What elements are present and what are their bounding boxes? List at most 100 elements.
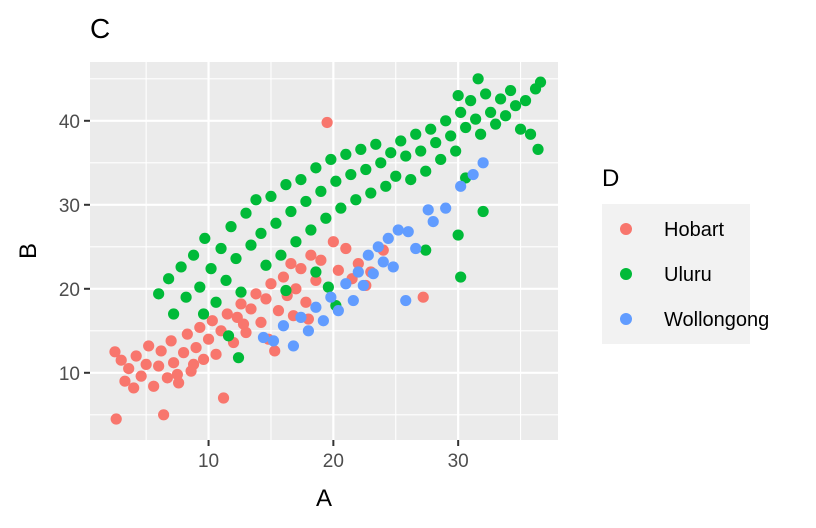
hobart-point: [240, 326, 252, 339]
uluru-point: [322, 281, 334, 293]
hobart-point: [115, 354, 127, 366]
uluru-point: [509, 100, 522, 112]
uluru-point: [494, 93, 507, 105]
uluru-point: [370, 138, 382, 150]
wollongong-point: [455, 180, 467, 192]
uluru-point: [168, 308, 180, 320]
y-tick-label: 30: [59, 196, 80, 217]
uluru-point: [430, 137, 442, 149]
hobart-point: [285, 258, 297, 270]
uluru-point: [300, 195, 312, 208]
wollongong-point: [357, 279, 369, 292]
uluru-point: [405, 174, 417, 186]
wollongong-point: [287, 340, 300, 352]
wollongong-point: [302, 325, 314, 337]
uluru-point: [504, 84, 517, 97]
chart-title: C: [90, 13, 110, 44]
uluru-point: [245, 239, 257, 251]
hobart-point: [135, 370, 147, 382]
hobart-point: [310, 274, 322, 286]
hobart-point: [217, 392, 230, 404]
hobart-point: [153, 360, 165, 372]
uluru-point: [524, 128, 537, 140]
hobart-point: [295, 263, 307, 275]
wollongong-point: [295, 311, 307, 323]
wollongong-point: [387, 261, 399, 273]
legend-label-uluru: Uluru: [664, 264, 712, 286]
uluru-point: [390, 170, 402, 182]
wollongong-point: [352, 266, 364, 278]
hobart-point: [155, 345, 167, 357]
hobart-point: [143, 340, 155, 352]
uluru-point: [187, 249, 200, 261]
uluru-point: [265, 190, 277, 202]
x-tick-label: 30: [448, 451, 469, 472]
uluru-point: [355, 143, 367, 155]
uluru-point: [365, 187, 377, 199]
wollongong-point: [325, 291, 337, 303]
wollongong-point: [410, 242, 422, 255]
hobart-point: [187, 358, 200, 370]
uluru-point: [285, 205, 297, 218]
uluru-point: [235, 286, 247, 298]
y-axis-title: B: [15, 243, 42, 259]
y-tick-label: 10: [59, 364, 80, 385]
uluru-point: [225, 221, 237, 233]
hobart-point: [128, 382, 140, 394]
wollongong-point: [277, 320, 290, 332]
wollongong-point: [382, 232, 394, 244]
y-tick-label: 40: [59, 112, 80, 133]
uluru-point: [475, 128, 487, 140]
hobart-point: [161, 372, 173, 384]
uluru-point: [415, 145, 427, 157]
uluru-point: [260, 259, 272, 271]
uluru-point: [210, 296, 222, 308]
hobart-point: [171, 368, 183, 381]
uluru-point: [480, 88, 492, 100]
hobart-point: [158, 409, 170, 421]
uluru-point: [350, 194, 362, 206]
wollongong-point: [347, 294, 359, 307]
hobart-point: [315, 254, 327, 266]
uluru-point: [175, 261, 187, 273]
uluru-point: [455, 106, 467, 118]
uluru-point: [230, 252, 242, 265]
hobart-point: [277, 271, 290, 283]
uluru-point: [452, 90, 464, 102]
hobart-point: [269, 345, 281, 357]
hobart-point: [130, 350, 142, 362]
legend-key-hobart: [620, 223, 632, 235]
hobart-point: [255, 316, 267, 328]
uluru-point: [375, 157, 387, 169]
hobart-point: [237, 318, 250, 330]
hobart-point: [210, 348, 222, 360]
wollongong-point: [362, 249, 374, 261]
uluru-point: [470, 113, 482, 125]
wollongong-point: [467, 168, 479, 181]
wollongong-point: [392, 224, 404, 236]
legend-key-uluru: [620, 268, 632, 280]
uluru-point: [360, 163, 372, 176]
uluru-point: [534, 76, 547, 88]
uluru-point: [395, 135, 407, 147]
data-points: [109, 73, 547, 425]
uluru-point: [250, 194, 262, 206]
legend: D Hobart Uluru Wollongong: [602, 165, 769, 344]
uluru-point: [310, 266, 322, 278]
uluru-point: [340, 148, 352, 160]
x-axis-title: A: [316, 485, 332, 512]
wollongong-point: [427, 216, 439, 228]
wollongong-point: [332, 305, 344, 317]
hobart-point: [148, 380, 160, 392]
uluru-point: [330, 175, 342, 187]
uluru-point: [410, 128, 422, 140]
hobart-point: [123, 363, 135, 375]
uluru-point: [310, 162, 322, 174]
uluru-point: [380, 180, 392, 192]
uluru-point: [290, 236, 302, 248]
uluru-point: [385, 147, 397, 159]
uluru-point: [435, 153, 447, 166]
uluru-point: [205, 263, 217, 275]
uluru-point: [420, 244, 432, 256]
